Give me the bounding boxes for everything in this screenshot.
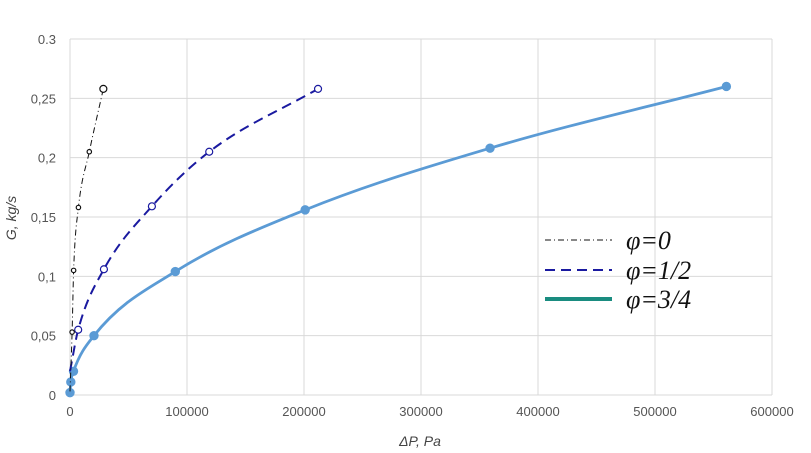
x-tick-label: 600000 bbox=[750, 404, 793, 419]
y-tick-label: 0 bbox=[49, 388, 56, 403]
y-axis-title: G, kg/s bbox=[3, 196, 19, 240]
x-tick-label: 300000 bbox=[399, 404, 442, 419]
legend-label: φ=3/4 bbox=[626, 285, 691, 314]
data-point bbox=[205, 147, 214, 156]
data-point bbox=[721, 81, 732, 92]
data-point bbox=[170, 266, 181, 277]
x-axis-title: ΔP, Pa bbox=[398, 433, 441, 449]
data-point bbox=[70, 267, 77, 274]
y-tick-label: 0,15 bbox=[31, 210, 56, 225]
x-tick-label: 100000 bbox=[165, 404, 208, 419]
series-group bbox=[69, 84, 323, 372]
x-tick-label: 400000 bbox=[516, 404, 559, 419]
series-line bbox=[69, 87, 319, 372]
y-axis-ticks: 0 0,05 0,1 0,15 0,2 0,25 0.3 bbox=[31, 32, 56, 403]
data-point bbox=[313, 84, 323, 93]
y-tick-label: 0,2 bbox=[38, 151, 56, 166]
data-point bbox=[147, 202, 156, 211]
data-point bbox=[86, 148, 93, 155]
y-tick-label: 0.3 bbox=[38, 32, 56, 47]
data-point bbox=[69, 329, 75, 335]
grid bbox=[69, 38, 773, 396]
data-point bbox=[300, 205, 310, 215]
data-point bbox=[485, 143, 495, 153]
y-tick-label: 0,25 bbox=[31, 91, 56, 106]
legend-label: φ=0 bbox=[626, 226, 671, 255]
series-group bbox=[69, 84, 108, 392]
x-tick-label: 200000 bbox=[282, 404, 325, 419]
data-point bbox=[89, 330, 99, 341]
series-line bbox=[69, 88, 104, 392]
series-group bbox=[65, 81, 732, 398]
y-tick-label: 0,1 bbox=[38, 269, 56, 284]
data-point bbox=[99, 84, 108, 93]
x-axis-ticks: 0 100000 200000 300000 400000 500000 600000 bbox=[66, 404, 793, 419]
data-point bbox=[99, 265, 109, 274]
data-point bbox=[75, 204, 82, 211]
x-tick-label: 0 bbox=[66, 404, 73, 419]
y-tick-label: 0,05 bbox=[31, 329, 56, 344]
x-tick-label: 500000 bbox=[633, 404, 676, 419]
plot-series bbox=[65, 81, 732, 398]
legend-label: φ=1/2 bbox=[626, 256, 691, 285]
data-point bbox=[74, 325, 83, 334]
legend: φ=0φ=1/2φ=3/4 bbox=[545, 226, 691, 314]
